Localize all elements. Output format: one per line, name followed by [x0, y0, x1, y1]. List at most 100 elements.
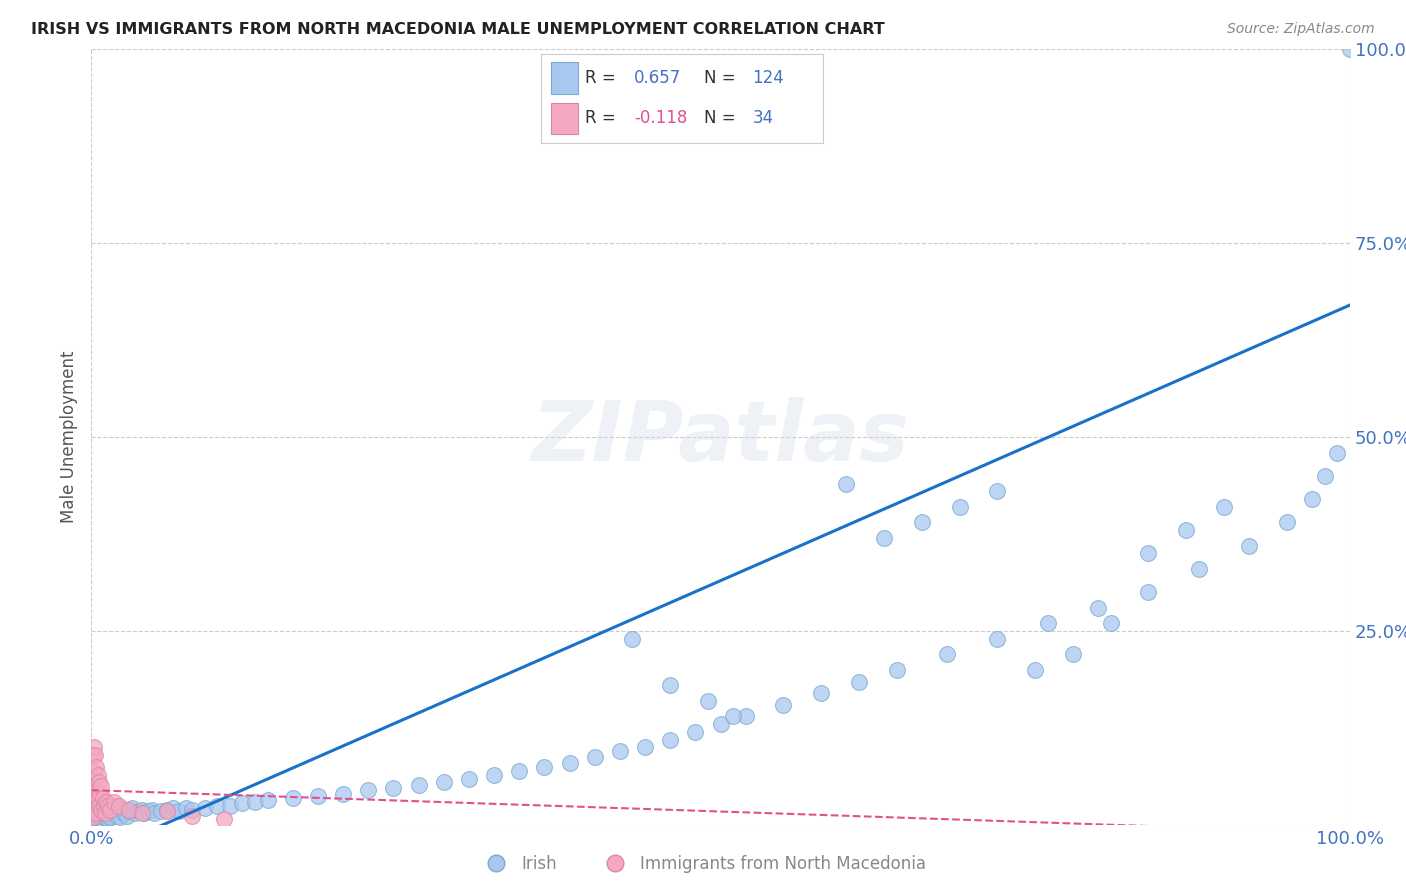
Point	[734, 709, 756, 723]
Text: 0.657: 0.657	[634, 69, 682, 87]
Point	[84, 797, 107, 811]
Point	[108, 801, 131, 815]
Point	[121, 801, 143, 815]
Point	[104, 803, 127, 817]
Point	[911, 516, 934, 530]
Point	[124, 806, 146, 821]
Point	[84, 801, 107, 815]
Point	[1087, 600, 1109, 615]
Point	[697, 694, 720, 708]
Point	[87, 812, 110, 826]
Point	[83, 798, 105, 813]
Point	[1036, 616, 1059, 631]
Point	[1313, 469, 1336, 483]
Point	[82, 772, 104, 786]
Point	[634, 740, 657, 755]
Point	[212, 812, 235, 826]
Point	[986, 484, 1008, 499]
Point	[82, 810, 104, 824]
Point	[103, 795, 125, 809]
Point	[98, 798, 121, 813]
Point	[83, 740, 105, 755]
Point	[82, 748, 104, 763]
Point	[886, 663, 908, 677]
Point	[110, 810, 132, 824]
Point	[558, 756, 581, 770]
Point	[107, 804, 129, 818]
Point	[82, 803, 104, 817]
Point	[105, 798, 128, 813]
Point	[94, 798, 117, 813]
Point	[482, 767, 505, 781]
Point	[609, 744, 631, 758]
Point	[218, 798, 240, 813]
Y-axis label: Male Unemployment: Male Unemployment	[59, 351, 77, 524]
Point	[332, 787, 354, 801]
Point	[89, 797, 111, 811]
Point	[84, 814, 107, 829]
Point	[86, 791, 108, 805]
Point	[149, 804, 172, 818]
Point	[382, 780, 405, 795]
Point	[98, 809, 121, 823]
Point	[86, 795, 108, 809]
Point	[108, 798, 131, 813]
Point	[86, 760, 108, 774]
Point	[1062, 648, 1084, 662]
Point	[583, 749, 606, 764]
Point	[90, 804, 112, 818]
Point	[181, 803, 204, 817]
Point	[86, 806, 108, 821]
Point	[131, 806, 153, 821]
Point	[659, 678, 682, 692]
Point	[169, 804, 191, 818]
Text: Source: ZipAtlas.com: Source: ZipAtlas.com	[1227, 22, 1375, 37]
Point	[194, 801, 217, 815]
Point	[115, 809, 138, 823]
Point	[87, 798, 110, 813]
Point	[90, 798, 112, 813]
Point	[231, 797, 253, 811]
Text: ZIPatlas: ZIPatlas	[531, 397, 910, 477]
Point	[156, 804, 179, 818]
Point	[91, 806, 114, 821]
Point	[86, 804, 108, 818]
Point	[87, 798, 110, 813]
Point	[82, 795, 104, 809]
Point	[134, 806, 156, 821]
Point	[873, 531, 896, 545]
Point	[685, 725, 707, 739]
Point	[281, 791, 304, 805]
Point	[508, 764, 530, 778]
Point	[97, 804, 120, 818]
Point	[174, 801, 197, 815]
Point	[83, 803, 105, 817]
Text: N =: N =	[704, 109, 741, 128]
Point	[111, 803, 134, 817]
Point	[82, 795, 104, 809]
Point	[98, 803, 121, 817]
Point	[94, 806, 117, 821]
Point	[181, 809, 204, 823]
Point	[98, 810, 121, 824]
Point	[86, 798, 108, 813]
Point	[93, 798, 115, 813]
Point	[83, 795, 105, 809]
Bar	[551, 62, 578, 94]
Bar	[551, 103, 578, 134]
Point	[89, 787, 111, 801]
Point	[243, 795, 266, 809]
Text: R =: R =	[585, 109, 621, 128]
Point	[1275, 516, 1298, 530]
Point	[97, 798, 120, 813]
Point	[84, 748, 107, 763]
Text: 34: 34	[752, 109, 773, 128]
Point	[621, 632, 644, 646]
Point	[87, 806, 110, 821]
Text: R =: R =	[585, 69, 621, 87]
Point	[709, 717, 731, 731]
Point	[533, 760, 555, 774]
Point	[131, 803, 153, 817]
Point	[1212, 500, 1236, 514]
Point	[105, 809, 128, 823]
